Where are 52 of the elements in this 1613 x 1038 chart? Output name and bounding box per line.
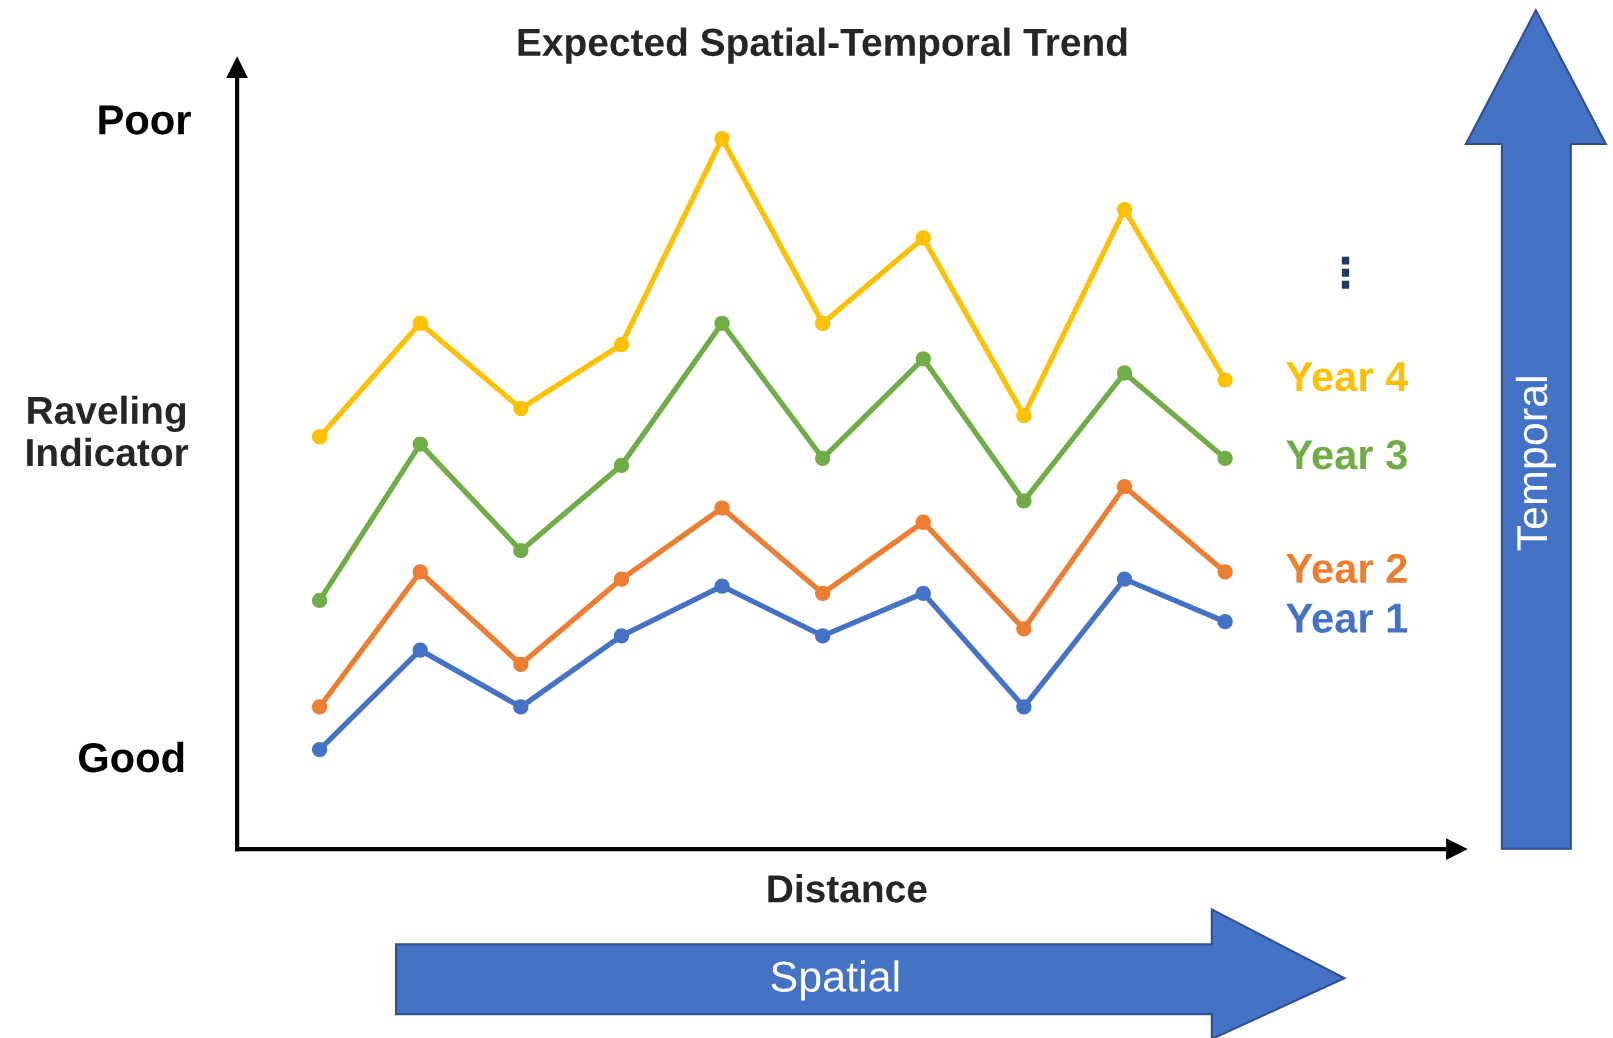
point: [1217, 372, 1233, 388]
point: [915, 585, 931, 601]
point: [714, 315, 730, 331]
point: [513, 656, 529, 672]
point: [1217, 450, 1233, 466]
point: [513, 699, 529, 715]
point: [1116, 201, 1133, 218]
point: [613, 457, 630, 474]
text: Good: [79, 741, 184, 773]
point: [1016, 621, 1032, 637]
point: [1217, 614, 1233, 630]
point: [714, 130, 730, 147]
point: [311, 429, 328, 445]
point: [613, 571, 630, 587]
text: Poor: [99, 105, 191, 135]
chart-title: Expected Spatial-Temporal Trend: [518, 27, 1127, 64]
text: Spatial: [771, 960, 899, 1001]
point: [1016, 699, 1032, 715]
series-label: Year 1: [1286, 603, 1408, 633]
text: Temporal: [1515, 377, 1556, 551]
text: ⋮: [1341, 256, 1350, 289]
point: [815, 315, 831, 331]
point: [915, 351, 931, 367]
point: [311, 741, 328, 758]
point: [412, 564, 428, 580]
series-label: Year 3: [1286, 439, 1407, 470]
point: [513, 543, 529, 559]
point: [412, 436, 428, 452]
point: [815, 450, 831, 466]
point: [1116, 571, 1133, 587]
point: [714, 500, 730, 516]
point: [1016, 408, 1032, 424]
x-axis-title: Distance: [768, 874, 927, 903]
point: [613, 628, 630, 644]
point: [815, 628, 831, 644]
point: [1016, 493, 1032, 509]
series-label: Year 4: [1286, 362, 1409, 392]
point: [714, 578, 730, 594]
point: [915, 230, 931, 246]
point: [1116, 479, 1133, 495]
point: [311, 699, 328, 715]
y-axis-title: Raveling Indicator: [27, 395, 189, 467]
point: [815, 585, 831, 601]
series-label: Year 2: [1286, 553, 1407, 584]
point: [412, 642, 428, 658]
point: [311, 592, 328, 609]
point: [412, 315, 428, 331]
point: [613, 336, 630, 353]
point: [1116, 365, 1133, 381]
point: [1217, 564, 1233, 580]
point: [915, 514, 931, 530]
point: [513, 400, 529, 417]
